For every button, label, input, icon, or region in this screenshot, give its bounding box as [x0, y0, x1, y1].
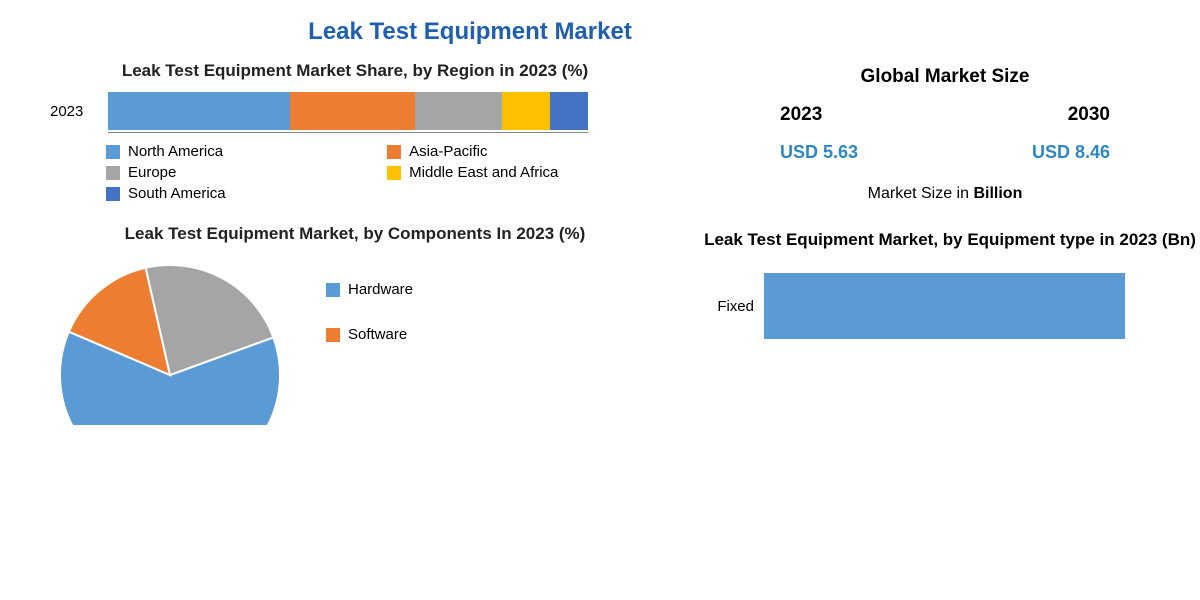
pie-legend: Hardware Software [326, 281, 413, 343]
stacked-bar-segment [108, 92, 290, 130]
market-size-year-1: 2030 [1068, 104, 1110, 126]
stacked-bar-year-label: 2023 [50, 103, 96, 120]
legend-label: Europe [128, 164, 176, 181]
legend-swatch [326, 328, 340, 342]
stacked-bar-row: 2023 [50, 92, 660, 130]
legend-item: Software [326, 326, 413, 343]
stacked-bar-segment [550, 92, 588, 130]
horizontal-bar-track [764, 273, 1194, 339]
market-size-title: Global Market Size [780, 66, 1110, 88]
horizontal-bar-row: Fixed [700, 273, 1200, 339]
market-size-year-0: 2023 [780, 104, 822, 126]
equipment-chart-title: Leak Test Equipment Market, by Equipment… [700, 229, 1200, 251]
components-pie-chart: Leak Test Equipment Market, by Component… [20, 213, 660, 425]
legend-item: Asia-Pacific [387, 143, 660, 160]
legend-item: North America [106, 143, 327, 160]
legend-label: North America [128, 143, 223, 160]
legend-swatch [106, 145, 120, 159]
legend-swatch [106, 166, 120, 180]
market-size-values: USD 5.63 USD 8.46 [780, 126, 1110, 163]
market-size-value-1: USD 8.46 [1032, 142, 1110, 163]
legend-label: Middle East and Africa [409, 164, 558, 181]
legend-item: Hardware [326, 281, 413, 298]
equipment-type-chart: Leak Test Equipment Market, by Equipment… [700, 213, 1200, 425]
stacked-bar-segment [502, 92, 550, 130]
legend-label: Asia-Pacific [409, 143, 487, 160]
legend-label: Hardware [348, 281, 413, 298]
legend-swatch [326, 283, 340, 297]
pie-chart-title: Leak Test Equipment Market, by Component… [50, 223, 660, 245]
stacked-bar-segment [415, 92, 501, 130]
legend-label: South America [128, 185, 226, 202]
legend-swatch [387, 166, 401, 180]
pie-svg [50, 255, 290, 425]
legend-item: South America [106, 185, 327, 202]
market-size-panel: Global Market Size 2023 2030 USD 5.63 US… [700, 52, 1200, 203]
legend-item [387, 185, 660, 202]
market-size-unit: Market Size in Billion [780, 185, 1110, 203]
horizontal-bar-fill [764, 273, 1125, 339]
market-size-years: 2023 2030 [780, 104, 1110, 126]
market-size-unit-prefix: Market Size in [868, 185, 974, 202]
legend-label: Software [348, 326, 407, 343]
dashboard-grid: Leak Test Equipment Market Share, by Reg… [0, 52, 1200, 425]
region-share-chart: Leak Test Equipment Market Share, by Reg… [20, 52, 660, 203]
region-legend: North America Asia-Pacific Europe Middle Ea… [106, 143, 660, 202]
stacked-bar-segment [290, 92, 415, 130]
stacked-bar [108, 92, 588, 130]
legend-item: Europe [106, 164, 327, 181]
stacked-bar-axis [108, 132, 588, 133]
page-title: Leak Test Equipment Market [0, 0, 1200, 52]
legend-swatch [106, 187, 120, 201]
market-size-unit-bold: Billion [973, 185, 1022, 202]
region-chart-title: Leak Test Equipment Market Share, by Reg… [50, 60, 660, 82]
legend-swatch [387, 145, 401, 159]
legend-item: Middle East and Africa [387, 164, 660, 181]
horizontal-bar-label: Fixed [700, 298, 754, 315]
market-size-value-0: USD 5.63 [780, 142, 858, 163]
